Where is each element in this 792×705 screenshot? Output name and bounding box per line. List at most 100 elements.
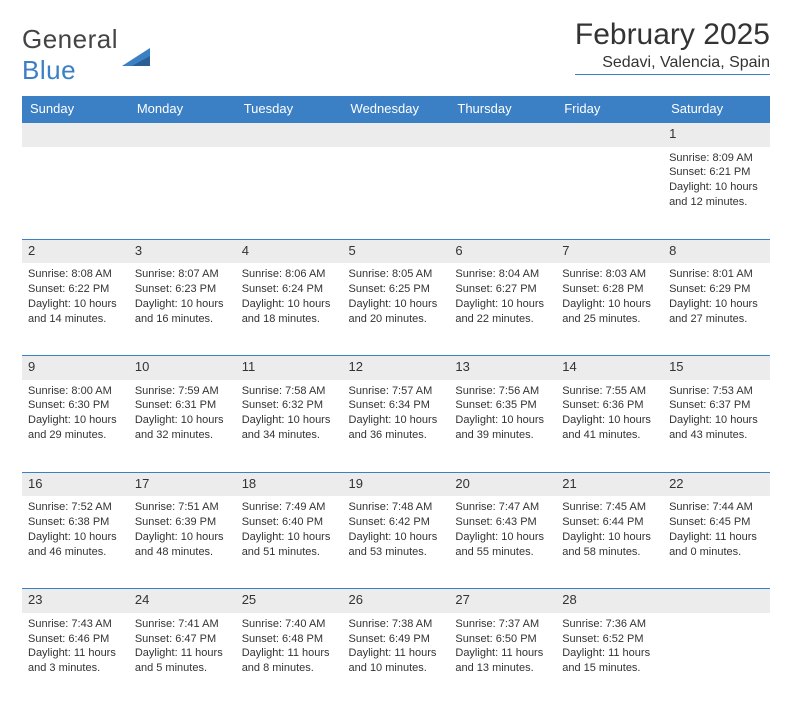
daylight-line: Daylight: 10 hours and 39 minutes. — [455, 414, 544, 441]
day-number-cell: 16 — [22, 472, 129, 496]
weekday-header: Monday — [129, 96, 236, 123]
sunset-line: Sunset: 6:28 PM — [562, 283, 643, 295]
sunset-line: Sunset: 6:47 PM — [135, 633, 216, 645]
calendar-week-row: Sunrise: 7:52 AMSunset: 6:38 PMDaylight:… — [22, 496, 770, 589]
day-number: 23 — [28, 591, 123, 609]
daylight-line: Daylight: 10 hours and 16 minutes. — [135, 298, 224, 325]
day-number-cell: 13 — [449, 356, 556, 380]
sunset-line: Sunset: 6:49 PM — [349, 633, 430, 645]
day-cell: Sunrise: 7:36 AM Sunset: 6:52 PM Daylight:… — [556, 613, 663, 705]
day-number-cell — [556, 123, 663, 147]
daylight-line: Daylight: 10 hours and 22 minutes. — [455, 298, 544, 325]
daylight-line: Daylight: 10 hours and 48 minutes. — [135, 531, 224, 558]
daylight-line: Daylight: 11 hours and 0 minutes. — [669, 531, 757, 558]
day-number: 15 — [669, 358, 764, 376]
day-number-cell — [663, 589, 770, 613]
daylight-line: Daylight: 10 hours and 32 minutes. — [135, 414, 224, 441]
day-number: 18 — [242, 475, 337, 493]
daylight-line: Daylight: 11 hours and 10 minutes. — [349, 647, 437, 674]
sunset-line: Sunset: 6:34 PM — [349, 399, 430, 411]
sunset-line: Sunset: 6:31 PM — [135, 399, 216, 411]
day-cell: Sunrise: 7:55 AMSunset: 6:36 PMDaylight:… — [556, 380, 663, 473]
day-number-cell: 21 — [556, 472, 663, 496]
day-cell: Sunrise: 8:00 AMSunset: 6:30 PMDaylight:… — [22, 380, 129, 473]
sunset-line: Sunset: 6:48 PM — [242, 633, 323, 645]
sunset-line: Sunset: 6:40 PM — [242, 516, 323, 528]
day-number-cell — [236, 123, 343, 147]
sunrise-line: Sunrise: 8:05 AM — [349, 268, 433, 280]
sunrise-line: Sunrise: 7:56 AM — [455, 385, 539, 397]
sunrise-line: Sunrise: 7:52 AM — [28, 501, 112, 513]
day-number: 4 — [242, 242, 337, 260]
day-number-cell: 4 — [236, 239, 343, 263]
day-cell: Sunrise: 7:38 AM Sunset: 6:49 PM Daylight:… — [343, 613, 450, 705]
brand-triangle-icon — [122, 44, 150, 66]
calendar-stripe-row: 2345678 — [22, 239, 770, 263]
daylight-line: Daylight: 10 hours and 43 minutes. — [669, 414, 758, 441]
title-block: February 2025 Sedavi, Valencia, Spain — [575, 18, 770, 75]
day-number: 28 — [562, 591, 657, 609]
day-number-cell: 14 — [556, 356, 663, 380]
day-cell: Sunrise: 7:49 AMSunset: 6:40 PMDaylight:… — [236, 496, 343, 589]
day-number: 22 — [669, 475, 764, 493]
day-number: 14 — [562, 358, 657, 376]
sunset-line: Sunset: 6:52 PM — [562, 633, 643, 645]
sunset-line: Sunset: 6:36 PM — [562, 399, 643, 411]
calendar-header-row: SundayMondayTuesdayWednesdayThursdayFrid… — [22, 96, 770, 123]
day-number-cell — [22, 123, 129, 147]
day-number: 12 — [349, 358, 444, 376]
day-cell — [343, 147, 450, 240]
sunrise-line: Sunrise: 7:58 AM — [242, 385, 326, 397]
daylight-line: Daylight: 10 hours and 58 minutes. — [562, 531, 651, 558]
day-cell: Sunrise: 7:45 AM Sunset: 6:44 PM Daylight:… — [556, 496, 663, 589]
sunset-line: Sunset: 6:29 PM — [669, 283, 750, 295]
day-number-cell: 6 — [449, 239, 556, 263]
day-number-cell: 15 — [663, 356, 770, 380]
day-cell — [556, 147, 663, 240]
daylight-line: Daylight: 10 hours and 53 minutes. — [349, 531, 438, 558]
sunrise-line: Sunrise: 7:38 AM — [349, 618, 433, 630]
day-number-cell: 9 — [22, 356, 129, 380]
day-number-cell — [449, 123, 556, 147]
day-cell: Sunrise: 7:56 AM Sunset: 6:35 PM Daylight:… — [449, 380, 556, 473]
day-number-cell — [129, 123, 236, 147]
day-number: 11 — [242, 358, 337, 376]
day-cell: Sunrise: 7:53 AMSunset: 6:37 PMDaylight:… — [663, 380, 770, 473]
daylight-line: Daylight: 10 hours and 46 minutes. — [28, 531, 117, 558]
sunrise-line: Sunrise: 7:40 AM — [242, 618, 326, 630]
daylight-line: Daylight: 10 hours and 27 minutes. — [669, 298, 758, 325]
header: General Blue February 2025 Sedavi, Valen… — [22, 18, 770, 86]
day-cell — [663, 613, 770, 705]
sunset-line: Sunset: 6:44 PM — [562, 516, 643, 528]
weekday-header: Thursday — [449, 96, 556, 123]
day-cell: Sunrise: 8:04 AMSunset: 6:27 PMDaylight:… — [449, 263, 556, 356]
sunrise-line: Sunrise: 7:45 AM — [562, 501, 646, 513]
day-cell: Sunrise: 8:07 AMSunset: 6:23 PMDaylight:… — [129, 263, 236, 356]
sunrise-line: Sunrise: 7:51 AM — [135, 501, 219, 513]
day-cell: Sunrise: 7:37 AMSunset: 6:50 PMDaylight:… — [449, 613, 556, 705]
day-cell: Sunrise: 8:03 AMSunset: 6:28 PMDaylight:… — [556, 263, 663, 356]
brand-word2: Blue — [22, 55, 76, 85]
weekday-header: Wednesday — [343, 96, 450, 123]
day-number: 20 — [455, 475, 550, 493]
sunset-line: Sunset: 6:42 PM — [349, 516, 430, 528]
sunset-line: Sunset: 6:30 PM — [28, 399, 109, 411]
weekday-header: Saturday — [663, 96, 770, 123]
day-number-cell: 27 — [449, 589, 556, 613]
day-number: 27 — [455, 591, 550, 609]
sunrise-line: Sunrise: 8:00 AM — [28, 385, 112, 397]
day-number-cell: 2 — [22, 239, 129, 263]
day-cell: Sunrise: 7:59 AMSunset: 6:31 PMDaylight:… — [129, 380, 236, 473]
sunset-line: Sunset: 6:35 PM — [455, 399, 536, 411]
daylight-line: Daylight: 10 hours and 18 minutes. — [242, 298, 331, 325]
sunset-line: Sunset: 6:45 PM — [669, 516, 750, 528]
subtitle-rule — [575, 74, 770, 75]
sunrise-line: Sunrise: 7:36 AM — [562, 618, 646, 630]
daylight-line: Daylight: 11 hours and 15 minutes. — [562, 647, 650, 674]
day-number-cell: 26 — [343, 589, 450, 613]
day-cell: Sunrise: 7:44 AMSunset: 6:45 PMDaylight:… — [663, 496, 770, 589]
day-number-cell: 22 — [663, 472, 770, 496]
page-title: February 2025 — [575, 18, 770, 52]
day-number-cell: 5 — [343, 239, 450, 263]
calendar-week-row: Sunrise: 8:08 AMSunset: 6:22 PMDaylight:… — [22, 263, 770, 356]
